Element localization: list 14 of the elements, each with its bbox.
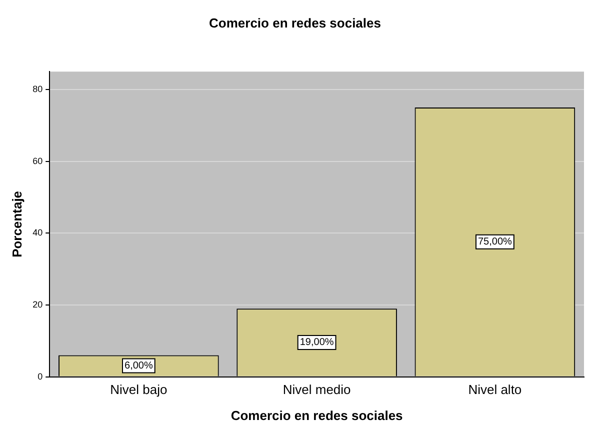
y-tick-label: 80 — [32, 84, 43, 94]
x-axis-title: Comercio en redes sociales — [230, 408, 403, 423]
chart-title: Comercio en redes sociales — [209, 15, 381, 30]
y-tick-label: 0 — [38, 371, 43, 382]
data-label: 19,00% — [300, 337, 334, 348]
x-tick-label: Nivel medio — [282, 382, 351, 398]
y-tick-label: 60 — [32, 156, 43, 166]
data-label: 75,00% — [478, 236, 512, 248]
x-tick-label: Nivel alto — [468, 382, 522, 398]
data-label: 6,00% — [124, 360, 153, 372]
x-tick-label: Nivel bajo — [110, 382, 168, 398]
y-tick-label: 20 — [32, 299, 43, 310]
y-axis-title: Porcentaje — [9, 190, 24, 258]
y-tick-label: 40 — [32, 228, 43, 238]
